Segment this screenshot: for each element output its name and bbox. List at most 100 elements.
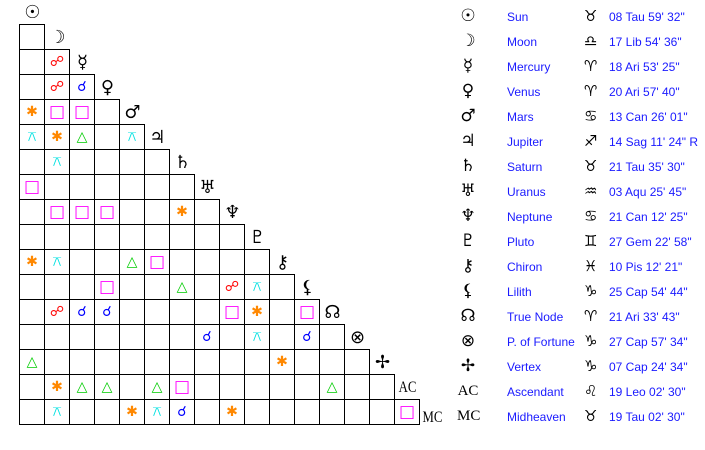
planet-name: Venus bbox=[507, 85, 541, 99]
aspect-cell bbox=[244, 374, 270, 400]
aspect-cell: △ bbox=[69, 374, 95, 400]
planet-name: Neptune bbox=[507, 210, 553, 224]
zodiac-sign-icon: ♈ bbox=[584, 82, 598, 100]
planet-row-jupiter: ♃ Jupiter ♐ 14 Sag 11' 24" R bbox=[455, 130, 705, 155]
sextile-aspect-icon: ✱ bbox=[26, 254, 38, 270]
true-node-icon: ☊ bbox=[460, 306, 476, 326]
planet-position: 21 Ari 33' 43" bbox=[609, 310, 680, 324]
aspect-cell bbox=[219, 349, 245, 375]
aspect-cell bbox=[169, 224, 195, 250]
mercury-icon: ☿ bbox=[462, 56, 474, 76]
aspect-cell: △ bbox=[19, 349, 45, 375]
aspect-cell bbox=[194, 274, 220, 300]
aspect-cell bbox=[44, 324, 70, 350]
aspect-cell bbox=[169, 349, 195, 375]
aspect-cell bbox=[69, 249, 95, 275]
planet-name: Lilith bbox=[507, 285, 532, 299]
aspect-cell bbox=[119, 224, 145, 250]
sextile-aspect-icon: ✱ bbox=[251, 304, 263, 320]
aspect-grid: ☉ ☽ ☍ ☿ ☍ ☌ ♀ ✱ □ □ ♂ ⚻ ✱ △ ⚻ ♃ ⚻ ♄ □ ♅ □ □ □ ✱ ♆ ♇ ✱ ⚻ △ □ ⚷ □ △ ☍ ⚻ ⚸ ☍ ☌ ☌ □… bbox=[19, 2, 443, 426]
aspect-cell bbox=[94, 99, 120, 125]
planet-row-saturn: ♄ Saturn ♉ 21 Tau 35' 30" bbox=[455, 155, 705, 180]
aspect-cell bbox=[19, 74, 45, 100]
aspect-cell: ⚻ bbox=[19, 124, 45, 150]
planet-row-true-node: ☊ True Node ♈ 21 Ari 33' 43" bbox=[455, 305, 705, 330]
quincunx-aspect-icon: ⚻ bbox=[52, 254, 62, 270]
square-aspect-icon: □ bbox=[48, 101, 66, 122]
aspect-cell bbox=[244, 399, 270, 425]
aspect-cell: □ bbox=[94, 274, 120, 300]
planet-name: Jupiter bbox=[507, 135, 544, 149]
aspect-cell bbox=[94, 174, 120, 200]
aspect-cell bbox=[269, 324, 295, 350]
venus-icon: ♀ bbox=[461, 81, 475, 101]
aspect-cell: □ bbox=[394, 399, 420, 425]
aspect-cell: ✱ bbox=[269, 349, 295, 375]
aspect-cell: ⚻ bbox=[44, 399, 70, 425]
planet-row-ascendant: AC Ascendant ♌ 19 Leo 02' 30" bbox=[455, 380, 705, 405]
saturn-icon: ♄ bbox=[174, 152, 191, 173]
planet-position: 07 Cap 24' 34" bbox=[609, 360, 688, 374]
planet-position: 13 Can 26' 01" bbox=[609, 110, 688, 124]
planet-row-midheaven: MC Midheaven ♉ 19 Tau 02' 30" bbox=[455, 405, 705, 430]
ascendant-icon: AC bbox=[398, 378, 417, 396]
zodiac-sign-icon: ♑ bbox=[584, 332, 598, 350]
aspect-cell bbox=[119, 349, 145, 375]
conjunction-aspect-icon: ☌ bbox=[77, 79, 87, 95]
aspect-cell: ☌ bbox=[69, 299, 95, 325]
vertex-icon: ✢ bbox=[460, 356, 476, 376]
aspect-cell: ✱ bbox=[19, 99, 45, 125]
chiron-icon: ⚷ bbox=[461, 256, 475, 276]
planet-position: 08 Tau 59' 32" bbox=[609, 10, 685, 24]
planet-position: 18 Ari 53' 25" bbox=[609, 60, 680, 74]
aspect-cell: □ bbox=[69, 99, 95, 125]
conjunction-aspect-icon: ☌ bbox=[202, 329, 212, 345]
aspect-cell: ☍ bbox=[44, 74, 70, 100]
aspect-cell bbox=[219, 374, 245, 400]
neptune-icon: ♆ bbox=[224, 202, 241, 223]
aspect-cell: □ bbox=[219, 299, 245, 325]
aspect-cell bbox=[69, 274, 95, 300]
planet-position: 27 Cap 57' 34" bbox=[609, 335, 688, 349]
aspect-cell: □ bbox=[44, 99, 70, 125]
planet-name: Pluto bbox=[507, 235, 535, 249]
aspect-cell: ✱ bbox=[119, 399, 145, 425]
aspect-cell: △ bbox=[119, 249, 145, 275]
aspect-cell: ⚻ bbox=[144, 399, 170, 425]
zodiac-sign-icon: ♉ bbox=[584, 7, 598, 25]
aspect-cell bbox=[169, 299, 195, 325]
planet-row-mars: ♂ Mars ♋ 13 Can 26' 01" bbox=[455, 105, 705, 130]
zodiac-sign-icon: ♐ bbox=[584, 132, 598, 150]
planet-position: 03 Aqu 25' 45" bbox=[609, 185, 687, 199]
sun-icon: ☉ bbox=[460, 6, 476, 26]
planet-name: P. of Fortune bbox=[507, 335, 575, 349]
aspect-cell bbox=[194, 249, 220, 275]
square-aspect-icon: □ bbox=[148, 251, 166, 272]
p-of-fortune-icon: ⊗ bbox=[349, 327, 366, 348]
sextile-aspect-icon: ✱ bbox=[176, 204, 188, 220]
aspect-cell bbox=[169, 249, 195, 275]
planet-position: 10 Pis 12' 21" bbox=[609, 260, 683, 274]
planet-position: 19 Tau 02' 30" bbox=[609, 410, 685, 424]
lilith-icon: ⚸ bbox=[300, 277, 315, 298]
aspect-cell bbox=[19, 49, 45, 75]
uranus-icon: ♅ bbox=[460, 181, 476, 201]
aspect-cell: □ bbox=[94, 199, 120, 225]
aspect-cell bbox=[119, 199, 145, 225]
square-aspect-icon: □ bbox=[398, 401, 416, 422]
aspect-cell bbox=[119, 274, 145, 300]
planet-row-p-of-fortune: ⊗ P. of Fortune ♑ 27 Cap 57' 34" bbox=[455, 330, 705, 355]
aspect-cell bbox=[244, 349, 270, 375]
planet-name: True Node bbox=[507, 310, 564, 324]
quincunx-aspect-icon: ⚻ bbox=[152, 404, 162, 420]
uranus-icon: ♅ bbox=[199, 177, 216, 198]
trine-aspect-icon: △ bbox=[101, 379, 113, 395]
planet-name: Moon bbox=[507, 35, 538, 49]
aspect-cell bbox=[294, 399, 320, 425]
midheaven-icon: MC bbox=[422, 408, 443, 426]
aspect-cell bbox=[69, 174, 95, 200]
planet-name: Saturn bbox=[507, 160, 543, 174]
sextile-aspect-icon: ✱ bbox=[26, 104, 38, 120]
planet-row-lilith: ⚸ Lilith ♑ 25 Cap 54' 44" bbox=[455, 280, 705, 305]
aspect-cell bbox=[69, 149, 95, 175]
